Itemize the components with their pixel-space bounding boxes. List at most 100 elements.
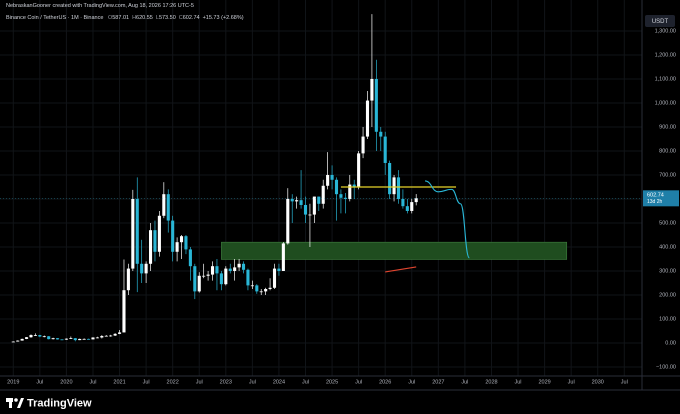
ohlc-key: C (178, 15, 183, 21)
candle-body (69, 338, 73, 339)
candle-body (233, 267, 237, 271)
candle-body (410, 202, 414, 211)
candle-body (113, 333, 117, 336)
candle-body (334, 179, 339, 195)
x-tick-label: 2025 (326, 379, 338, 385)
candle-body (272, 268, 277, 288)
x-tick-label: 2020 (60, 379, 72, 385)
drawing-layer (221, 241, 568, 260)
candle-body (202, 275, 206, 277)
candle-body (51, 338, 55, 340)
candle-body (184, 236, 188, 250)
y-tick-label: −100.00 (656, 364, 676, 370)
candle-body (224, 268, 228, 285)
candle-body (60, 339, 64, 341)
candle-body (157, 215, 161, 252)
x-tick-label: Jul (355, 379, 362, 385)
y-tick-label: 400.00 (659, 244, 676, 250)
candle-body (277, 268, 281, 271)
candle-body (308, 214, 312, 216)
candle-body (361, 136, 365, 154)
candle-body (317, 196, 321, 204)
candle-body (122, 290, 126, 333)
projection-path (385, 266, 417, 273)
candle-body (286, 198, 290, 244)
candle-body (352, 184, 356, 187)
x-tick-label: 2028 (485, 379, 497, 385)
candle-body (25, 337, 29, 339)
candle-body (379, 131, 383, 137)
candle-body (73, 338, 77, 341)
x-tick-label: Jul (143, 379, 150, 385)
candle-body (104, 335, 108, 337)
candle-body (16, 340, 20, 342)
candle-body (321, 185, 325, 204)
y-tick-label: 200.00 (659, 292, 676, 298)
candle-body (131, 198, 135, 269)
candle-body (295, 200, 299, 202)
candle-body (330, 174, 334, 180)
candle-body (299, 200, 303, 205)
candle-body (171, 220, 175, 252)
candle-body (11, 341, 15, 343)
currency-box (645, 15, 675, 27)
ohlc-key: O (107, 15, 113, 21)
y-tick-label: 1,200.00 (655, 52, 676, 58)
candle-body (144, 263, 148, 274)
last-price-box (643, 190, 679, 207)
ohlc-value: 620.55 (136, 15, 153, 21)
x-tick-label: 2021 (113, 379, 125, 385)
x-tick-label: 2026 (379, 379, 391, 385)
x-tick-label: Jul (621, 379, 628, 385)
ohlc-key: H (132, 15, 137, 21)
candle-body (29, 335, 33, 338)
logo-part (17, 398, 24, 408)
candle-body (241, 263, 246, 270)
candle-body (383, 136, 387, 163)
change: +15.73 (+2.68%) (202, 15, 244, 21)
candle-body (87, 338, 91, 340)
candle-body (348, 184, 352, 199)
countdown-label: 13d 2h (647, 199, 663, 205)
symbol-legend: Binance Coin / TetherUS · 1M · Binance O… (6, 15, 244, 21)
x-tick-label: 2029 (538, 379, 550, 385)
attribution: NebraskanGooner created with TradingView… (6, 3, 194, 9)
candle-body (396, 177, 401, 199)
y-tick-label: 900.00 (659, 124, 676, 130)
candle-body (246, 269, 250, 286)
symbol-title: Binance Coin / TetherUS · 1M · Binance (6, 15, 104, 21)
last-price-label: 602.74 (647, 192, 664, 198)
candle-body (179, 236, 184, 243)
y-tick-label: 0.00 (665, 340, 676, 346)
candle-body (370, 78, 374, 101)
candle-body (42, 336, 46, 338)
candle-body (78, 338, 82, 341)
candle-body (392, 177, 396, 195)
x-tick-label: 2022 (167, 379, 179, 385)
currency-label: USDT (652, 19, 669, 25)
y-tick-label: 1,000.00 (655, 100, 676, 106)
candle-body (82, 338, 86, 340)
candle-body (405, 206, 409, 211)
candle-body (210, 266, 215, 275)
x-tick-label: Jul (515, 379, 522, 385)
candle-body (38, 335, 42, 337)
candle-body (290, 198, 294, 202)
candle-body (153, 230, 157, 252)
candle-body (64, 338, 68, 340)
support-zone (221, 241, 568, 260)
candle-body (303, 204, 308, 215)
brand-logo (6, 398, 24, 408)
y-tick-label: 800.00 (659, 148, 676, 154)
candle-body (47, 336, 51, 340)
candle-body (140, 263, 144, 274)
candle-body (197, 275, 201, 292)
logo-part (14, 398, 18, 402)
candle-body (20, 338, 24, 341)
drawing-top-layer (0, 180, 642, 273)
candle-body (219, 273, 223, 285)
y-tick-label: 500.00 (659, 220, 676, 226)
